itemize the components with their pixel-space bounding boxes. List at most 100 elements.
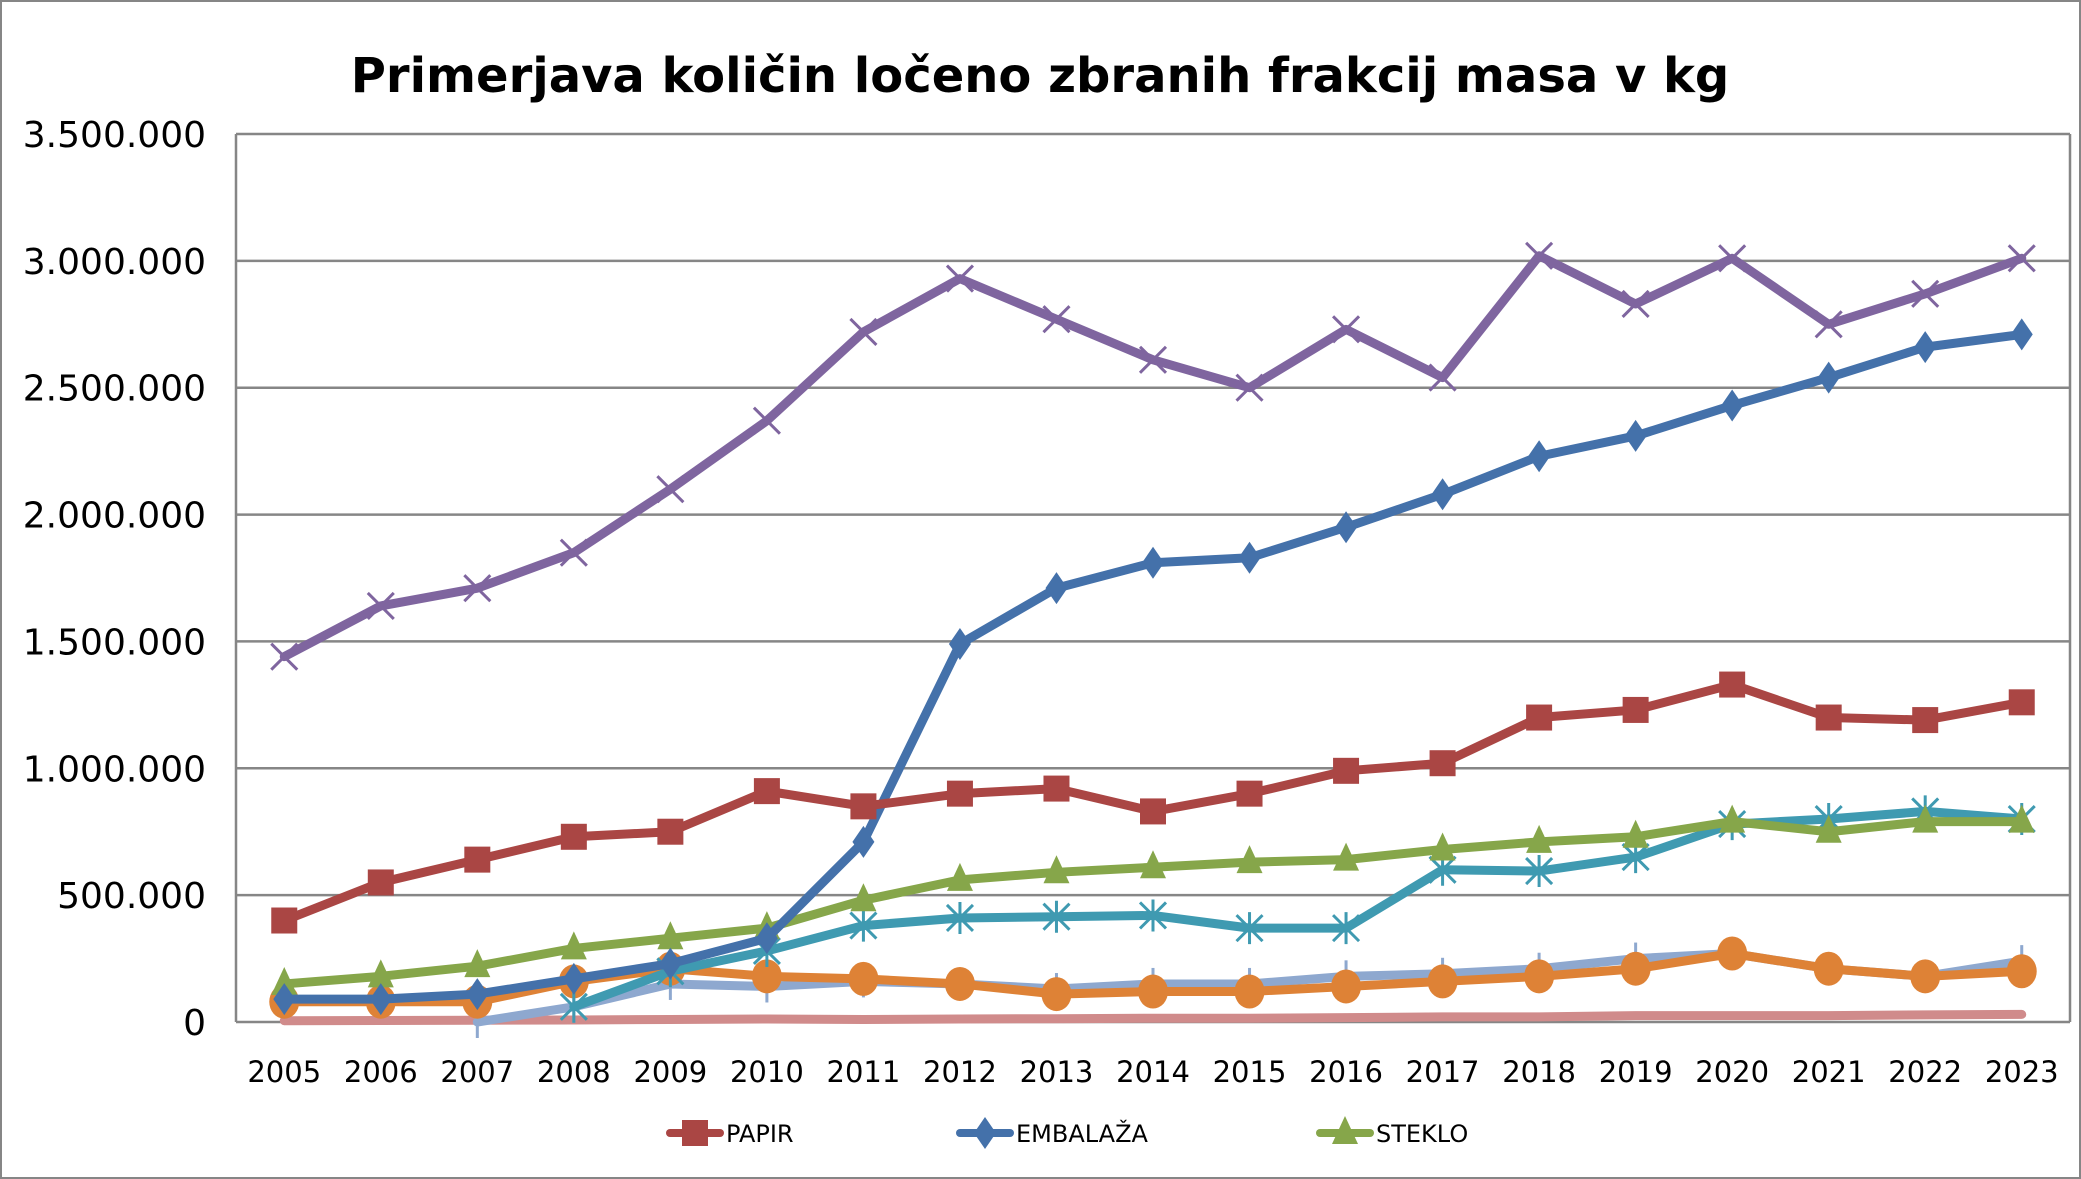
data-point <box>1525 855 1554 888</box>
data-point <box>2008 804 2035 833</box>
data-point <box>1331 315 1361 344</box>
data-point <box>562 962 585 995</box>
x-tick-label: 2013 <box>1020 1055 1094 1089</box>
data-point <box>1528 440 1551 473</box>
data-point <box>1524 959 1555 994</box>
data-point <box>1815 814 1842 843</box>
data-point <box>1333 757 1360 784</box>
data-point <box>753 778 780 805</box>
data-point <box>755 922 778 955</box>
data-point <box>657 818 684 845</box>
data-point <box>271 966 298 995</box>
data-point <box>1910 959 1941 994</box>
series-line <box>569 806 2027 1012</box>
data-point <box>946 780 973 807</box>
data-point <box>1815 704 1842 731</box>
legend-label: STEKLO <box>1376 1120 1468 1148</box>
data-point <box>1721 389 1744 422</box>
y-axis: 0 500.000 1.000.000 1.500.000 2.000.000 2.500… <box>23 115 206 1044</box>
data-point <box>2010 318 2033 351</box>
data-point <box>659 947 682 980</box>
legend-label: EMBALAŽA <box>1016 1119 1149 1148</box>
data-point <box>1236 845 1263 874</box>
x-tick-label: 2005 <box>247 1055 321 1089</box>
y-tick-label: 2.000.000 <box>23 496 206 537</box>
data-point <box>559 990 588 1023</box>
series-steklo <box>271 804 2035 995</box>
x-tick-label: 2015 <box>1213 1055 1287 1089</box>
data-point <box>1235 912 1264 945</box>
x-tick-label: 2011 <box>827 1055 901 1089</box>
legend-item: PAPIR <box>666 1120 794 1148</box>
y-tick-label: 2.500.000 <box>23 369 206 410</box>
x-tick-label: 2007 <box>440 1055 514 1089</box>
x-tick-label: 2006 <box>344 1055 418 1089</box>
chart-title: Primerjava količin ločeno zbranih frakci… <box>351 48 1730 104</box>
data-point <box>1719 671 1746 698</box>
data-point <box>656 475 685 504</box>
y-tick-label: 3.000.000 <box>23 242 206 283</box>
data-point <box>1236 780 1263 807</box>
data-point <box>849 909 878 942</box>
data-point <box>946 862 973 891</box>
data-point <box>848 961 879 996</box>
y-tick-label: 0 <box>183 1003 206 1044</box>
data-point <box>366 591 395 620</box>
data-point <box>751 959 782 994</box>
x-tick-label: 2018 <box>1502 1055 1576 1089</box>
x-tick-label: 2021 <box>1792 1055 1866 1089</box>
data-point <box>1719 804 1746 833</box>
data-point <box>560 931 587 960</box>
data-point <box>1138 899 1168 932</box>
series-line <box>279 251 2027 662</box>
data-point <box>850 883 877 912</box>
legend-marker <box>1332 1116 1358 1144</box>
x-tick-label: 2014 <box>1116 1055 1190 1089</box>
data-point <box>1914 331 1937 364</box>
series-embalaža <box>273 318 2033 1016</box>
legend-label: PAPIR <box>726 1120 794 1148</box>
data-point <box>270 642 299 671</box>
data-point <box>1331 912 1361 945</box>
data-point <box>1045 572 1068 605</box>
data-point <box>1331 969 1362 1004</box>
x-tick-label: 2008 <box>537 1055 611 1089</box>
data-point <box>1525 241 1554 270</box>
data-point <box>1142 546 1164 579</box>
data-point <box>466 978 489 1011</box>
data-point <box>948 627 971 660</box>
data-point <box>1621 289 1650 319</box>
series-unnamed-0 <box>270 241 2036 671</box>
data-point <box>1238 541 1261 574</box>
data-point <box>1140 850 1166 879</box>
y-tick-label: 1.000.000 <box>23 749 206 790</box>
data-point <box>1042 900 1071 933</box>
x-tick-label: 2023 <box>1985 1055 2059 1089</box>
data-point <box>1814 310 1843 339</box>
data-point <box>464 846 491 873</box>
data-point <box>1620 951 1651 986</box>
data-point <box>1333 842 1360 871</box>
grid <box>234 132 2072 1024</box>
data-point <box>271 907 298 934</box>
data-point <box>369 983 392 1016</box>
data-point <box>1427 964 1458 999</box>
data-point <box>657 921 684 950</box>
data-point <box>1234 974 1265 1009</box>
data-point <box>1911 279 1940 308</box>
data-point <box>1817 361 1840 394</box>
data-point <box>1624 419 1647 452</box>
data-point <box>1717 936 1748 971</box>
x-axis: 2005 2006 2007 2008 2009 2010 2011 2012 2013 2014… <box>247 1055 2058 1089</box>
series-unnamed-3 <box>269 936 2037 1019</box>
x-tick-label: 2020 <box>1695 1055 1769 1089</box>
data-point <box>273 983 296 1016</box>
data-point <box>944 966 975 1001</box>
data-point <box>2007 244 2036 273</box>
data-point <box>1429 832 1456 861</box>
data-point <box>1912 707 1939 734</box>
data-point <box>463 574 492 603</box>
legend-marker <box>974 1117 996 1149</box>
series-group <box>269 241 2037 1038</box>
